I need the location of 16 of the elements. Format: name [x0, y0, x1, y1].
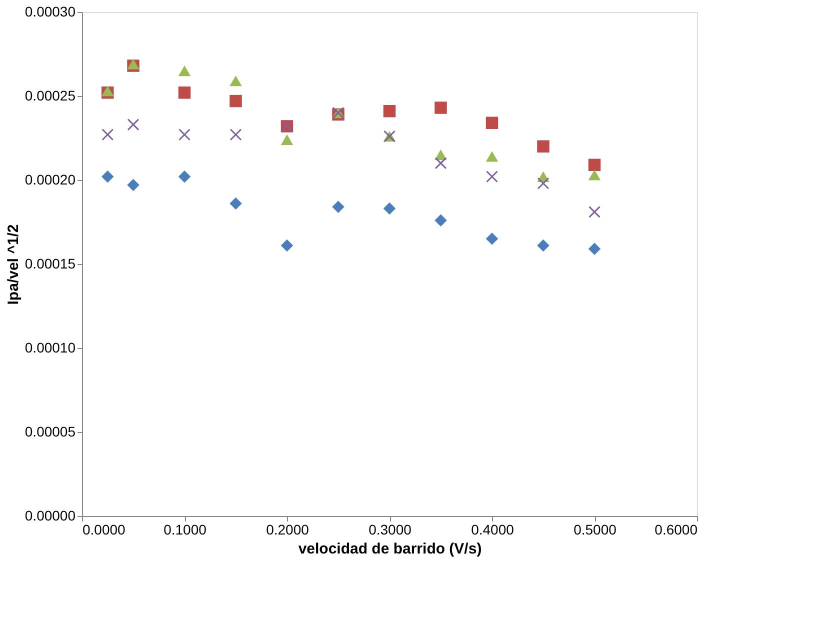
- x-tick-label: 0.2000: [266, 522, 310, 538]
- x-axis-title: velocidad de barrido (V/s): [298, 540, 482, 558]
- y-tick-label: 0.00010: [24, 340, 76, 356]
- x-tick-label: 0.0000: [82, 522, 126, 538]
- y-tick-label: 0.00020: [24, 172, 76, 188]
- x-tick-label: 0.4000: [471, 522, 514, 538]
- y-tick-label: 0.00005: [24, 424, 76, 440]
- x-tick-label: 0.5000: [574, 522, 617, 538]
- y-tick-label: 0.00030: [24, 4, 76, 20]
- x-tick-label: 0.1000: [164, 522, 207, 538]
- y-tick-label: 0.00015: [24, 256, 76, 272]
- y-tick-label: 0.00025: [24, 88, 76, 104]
- x-tick-label: 0.3000: [368, 522, 412, 538]
- x-tick-label: 0.6000: [654, 522, 698, 538]
- y-axis-title: Ipa/vel ^1/2: [4, 224, 22, 305]
- y-tick-label: 0.00000: [24, 508, 76, 524]
